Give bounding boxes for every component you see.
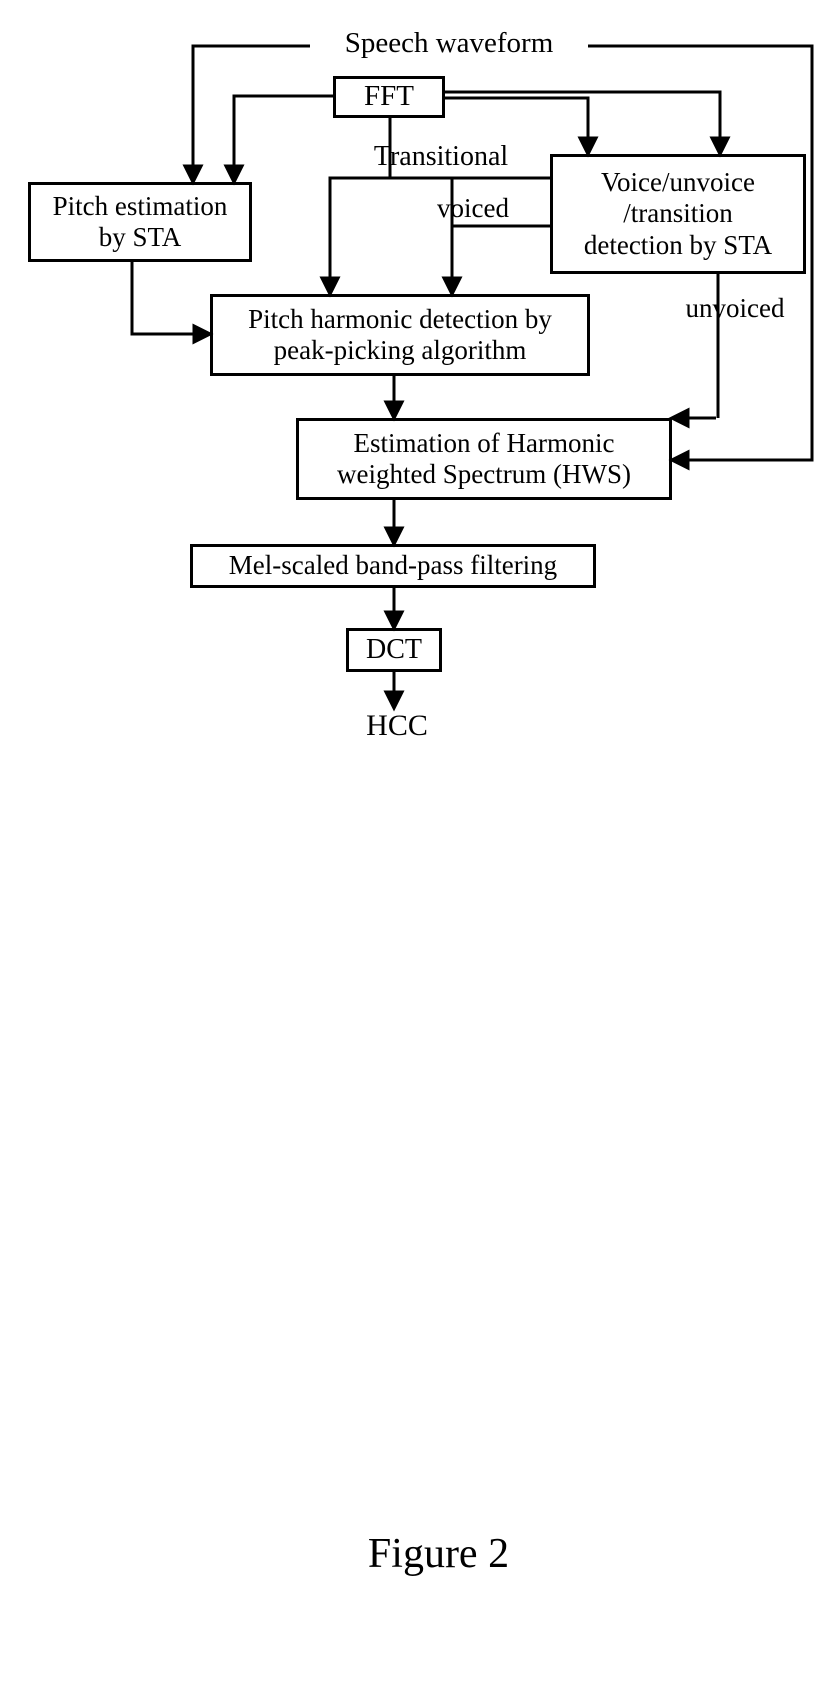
node-hws: Estimation of Harmonic weighted Spectrum… <box>296 418 672 500</box>
edge <box>330 178 390 294</box>
node-mel: Mel-scaled band-pass filtering <box>190 544 596 588</box>
figure-caption: Figure 2 <box>20 1530 837 1578</box>
node-pitch_est: Pitch estimation by STA <box>28 182 252 262</box>
node-voiced: voiced <box>418 192 528 226</box>
node-fft: FFT <box>333 76 445 118</box>
node-voice_det: Voice/unvoice /transition detection by S… <box>550 154 806 274</box>
edge <box>132 262 210 334</box>
edge <box>234 96 333 182</box>
node-unvoiced: unvoiced <box>660 292 810 326</box>
edge <box>452 226 550 294</box>
flowchart-diagram: Speech waveform FFT Pitch estimation by ST… <box>20 20 817 920</box>
node-transitional: Transitional <box>346 140 536 174</box>
node-dct: DCT <box>346 628 442 672</box>
node-pitch_harm: Pitch harmonic detection by peak-picking… <box>210 294 590 376</box>
node-hcc: HCC <box>342 708 452 744</box>
node-speech: Speech waveform <box>310 26 588 62</box>
edge <box>193 46 310 76</box>
